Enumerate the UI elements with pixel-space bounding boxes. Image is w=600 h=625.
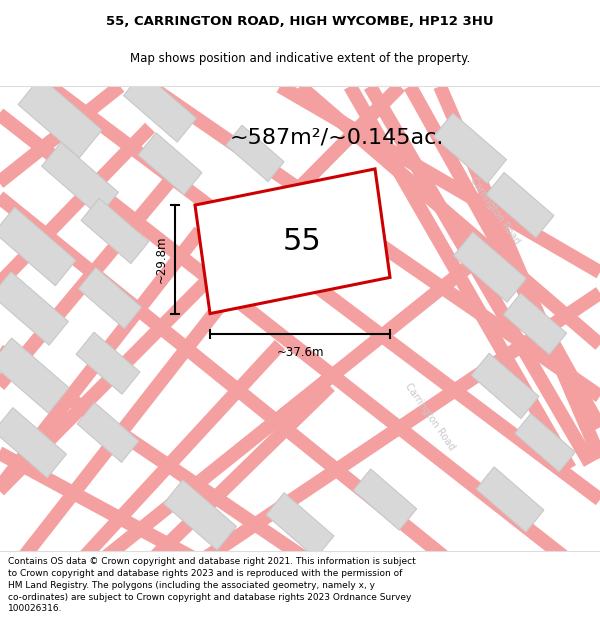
Polygon shape — [77, 402, 139, 462]
Polygon shape — [18, 77, 102, 158]
Polygon shape — [503, 293, 566, 354]
Polygon shape — [434, 113, 506, 183]
Polygon shape — [515, 414, 575, 472]
Text: ~29.8m: ~29.8m — [155, 236, 167, 283]
Polygon shape — [124, 72, 196, 142]
Polygon shape — [0, 408, 67, 478]
Polygon shape — [0, 338, 69, 413]
Text: ~587m²/~0.145ac.: ~587m²/~0.145ac. — [230, 128, 445, 148]
Polygon shape — [0, 207, 76, 286]
Polygon shape — [476, 467, 544, 532]
Polygon shape — [79, 268, 142, 329]
Text: ~37.6m: ~37.6m — [276, 346, 324, 359]
Polygon shape — [471, 353, 539, 419]
Text: 55: 55 — [283, 227, 322, 256]
Text: Carrington Road: Carrington Road — [403, 381, 457, 452]
Polygon shape — [454, 232, 526, 302]
Polygon shape — [226, 125, 284, 182]
Text: 55, CARRINGTON ROAD, HIGH WYCOMBE, HP12 3HU: 55, CARRINGTON ROAD, HIGH WYCOMBE, HP12 … — [106, 15, 494, 28]
Polygon shape — [0, 272, 68, 345]
Text: Carrington Road: Carrington Road — [468, 175, 522, 246]
Polygon shape — [81, 198, 149, 264]
Text: Contains OS data © Crown copyright and database right 2021. This information is : Contains OS data © Crown copyright and d… — [8, 557, 416, 613]
Text: Map shows position and indicative extent of the property.: Map shows position and indicative extent… — [130, 52, 470, 65]
Polygon shape — [266, 492, 334, 558]
Polygon shape — [195, 169, 390, 314]
Polygon shape — [486, 173, 554, 238]
Polygon shape — [353, 469, 416, 530]
Polygon shape — [164, 480, 236, 550]
Polygon shape — [41, 142, 118, 216]
Polygon shape — [76, 332, 140, 394]
Polygon shape — [138, 132, 202, 195]
